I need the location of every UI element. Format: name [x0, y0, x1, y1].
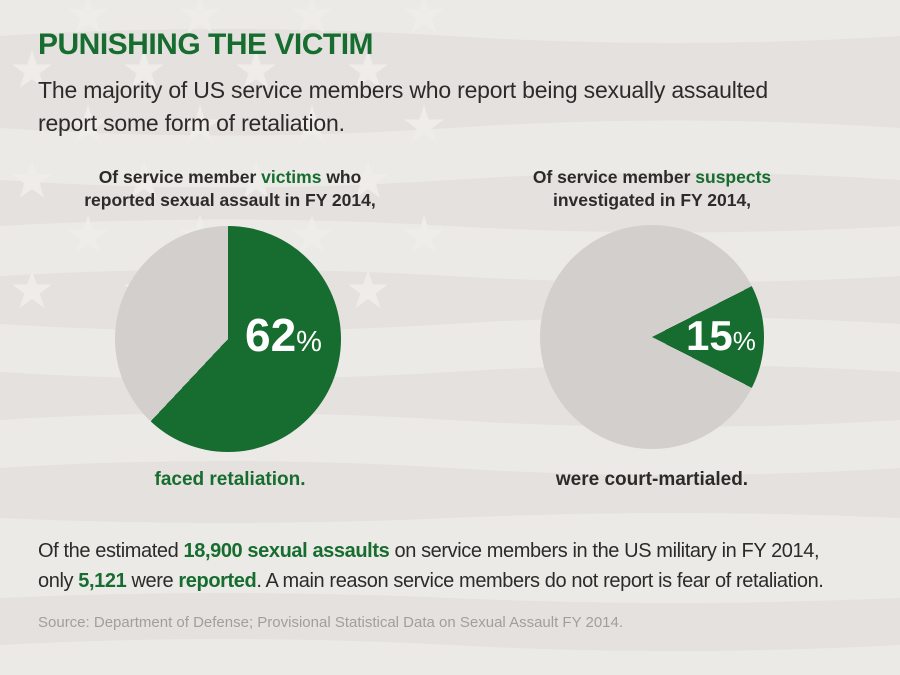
footer-highlight-assaults: 18,900 sexual assaults: [183, 540, 390, 562]
suspects-chart-heading: Of service member suspects investigated …: [477, 166, 827, 212]
footer-text: only: [38, 570, 79, 592]
suspects-chart-caption: were court-martialed.: [555, 469, 749, 490]
subtitle-line-2: report some form of retaliation.: [38, 110, 345, 136]
footer-note-line-2: only 5,121 were reported. A main reason …: [38, 566, 824, 596]
heading-highlight-suspects: suspects: [695, 167, 772, 187]
victims-chart-heading: Of service member victims who reported s…: [55, 166, 405, 212]
source-attribution: Source: Department of Defense; Provision…: [38, 614, 624, 631]
victims-heading-line-2: reported sexual assault in FY 2014,: [84, 190, 376, 210]
pie-value-number: 62: [245, 309, 297, 361]
percent-sign: %: [296, 326, 322, 358]
pie-value-number: 15: [686, 312, 733, 359]
page-title: PUNISHING THE VICTIM: [38, 28, 374, 61]
footer-text: . A main reason service members do not r…: [256, 570, 824, 592]
footer-text: on service members in the US military in…: [389, 540, 820, 562]
pie-value-label-15: 15%: [686, 315, 756, 357]
footer-text: Of the estimated: [38, 540, 184, 562]
pie-chart-victims-retaliation: 62%: [115, 226, 341, 452]
subtitle-line-1: The majority of US service members who r…: [38, 77, 768, 103]
heading-text: Of service member: [532, 167, 696, 187]
footer-statistics-note: Of the estimated 18,900 sexual assaults …: [38, 536, 824, 596]
victims-chart-caption: faced retaliation.: [154, 469, 306, 490]
heading-text: Of service member: [98, 167, 262, 187]
page-subtitle: The majority of US service members who r…: [38, 74, 768, 140]
pie-value-label-62: 62%: [245, 312, 322, 358]
pie-chart-suspects-courtmartial: 15%: [540, 225, 764, 449]
heading-highlight-victims: victims: [261, 167, 322, 187]
suspects-heading-line-1: Of service member suspects: [477, 166, 827, 189]
heading-text: who: [321, 167, 362, 187]
footer-highlight-reported-count: 5,121: [78, 570, 127, 592]
footer-highlight-reported: reported: [178, 570, 257, 592]
footer-text: were: [126, 570, 179, 592]
victims-heading-line-1: Of service member victims who: [55, 166, 405, 189]
percent-sign: %: [732, 326, 756, 356]
footer-note-line-1: Of the estimated 18,900 sexual assaults …: [38, 536, 823, 566]
suspects-heading-line-2: investigated in FY 2014,: [552, 190, 752, 210]
